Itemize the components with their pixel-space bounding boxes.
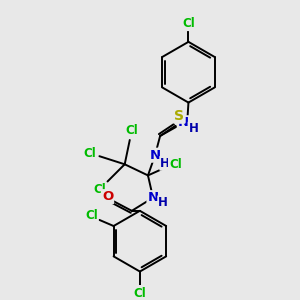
- Text: N: N: [178, 116, 189, 129]
- Text: Cl: Cl: [169, 158, 182, 171]
- Text: Cl: Cl: [182, 17, 195, 30]
- Text: Cl: Cl: [93, 183, 106, 196]
- Text: Cl: Cl: [83, 147, 96, 160]
- Text: S: S: [174, 109, 184, 123]
- Text: O: O: [102, 190, 113, 203]
- Text: Cl: Cl: [85, 209, 98, 222]
- Text: N: N: [148, 191, 159, 204]
- Text: N: N: [149, 149, 161, 162]
- Text: H: H: [160, 157, 170, 170]
- Text: Cl: Cl: [134, 287, 146, 300]
- Text: H: H: [158, 196, 168, 209]
- Text: Cl: Cl: [125, 124, 138, 137]
- Text: H: H: [189, 122, 198, 135]
